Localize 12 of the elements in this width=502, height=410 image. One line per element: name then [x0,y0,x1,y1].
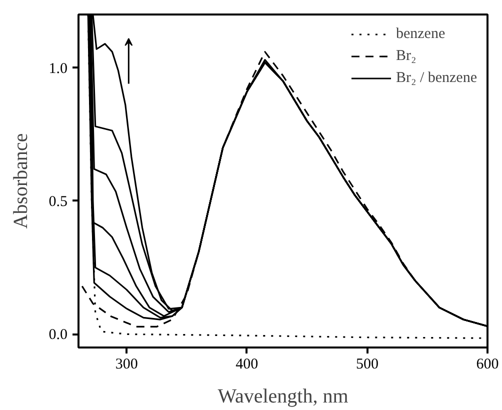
y-tick-label: 1.0 [48,60,68,77]
x-tick-label: 300 [115,356,138,372]
x-tick-label: 500 [356,356,378,372]
legend-label: Br₂ [396,47,416,65]
x-axis-title: Wavelength, nm [218,386,349,408]
x-tick-label: 400 [236,356,258,372]
y-tick-label: 0.0 [48,327,68,344]
legend-label: Br₂ / benzene [396,69,477,87]
y-axis-title: Absorbance [10,133,32,229]
x-tick-label: 600 [476,356,499,372]
legend-label: benzene [396,25,446,43]
y-tick-label: 0.5 [48,194,68,210]
